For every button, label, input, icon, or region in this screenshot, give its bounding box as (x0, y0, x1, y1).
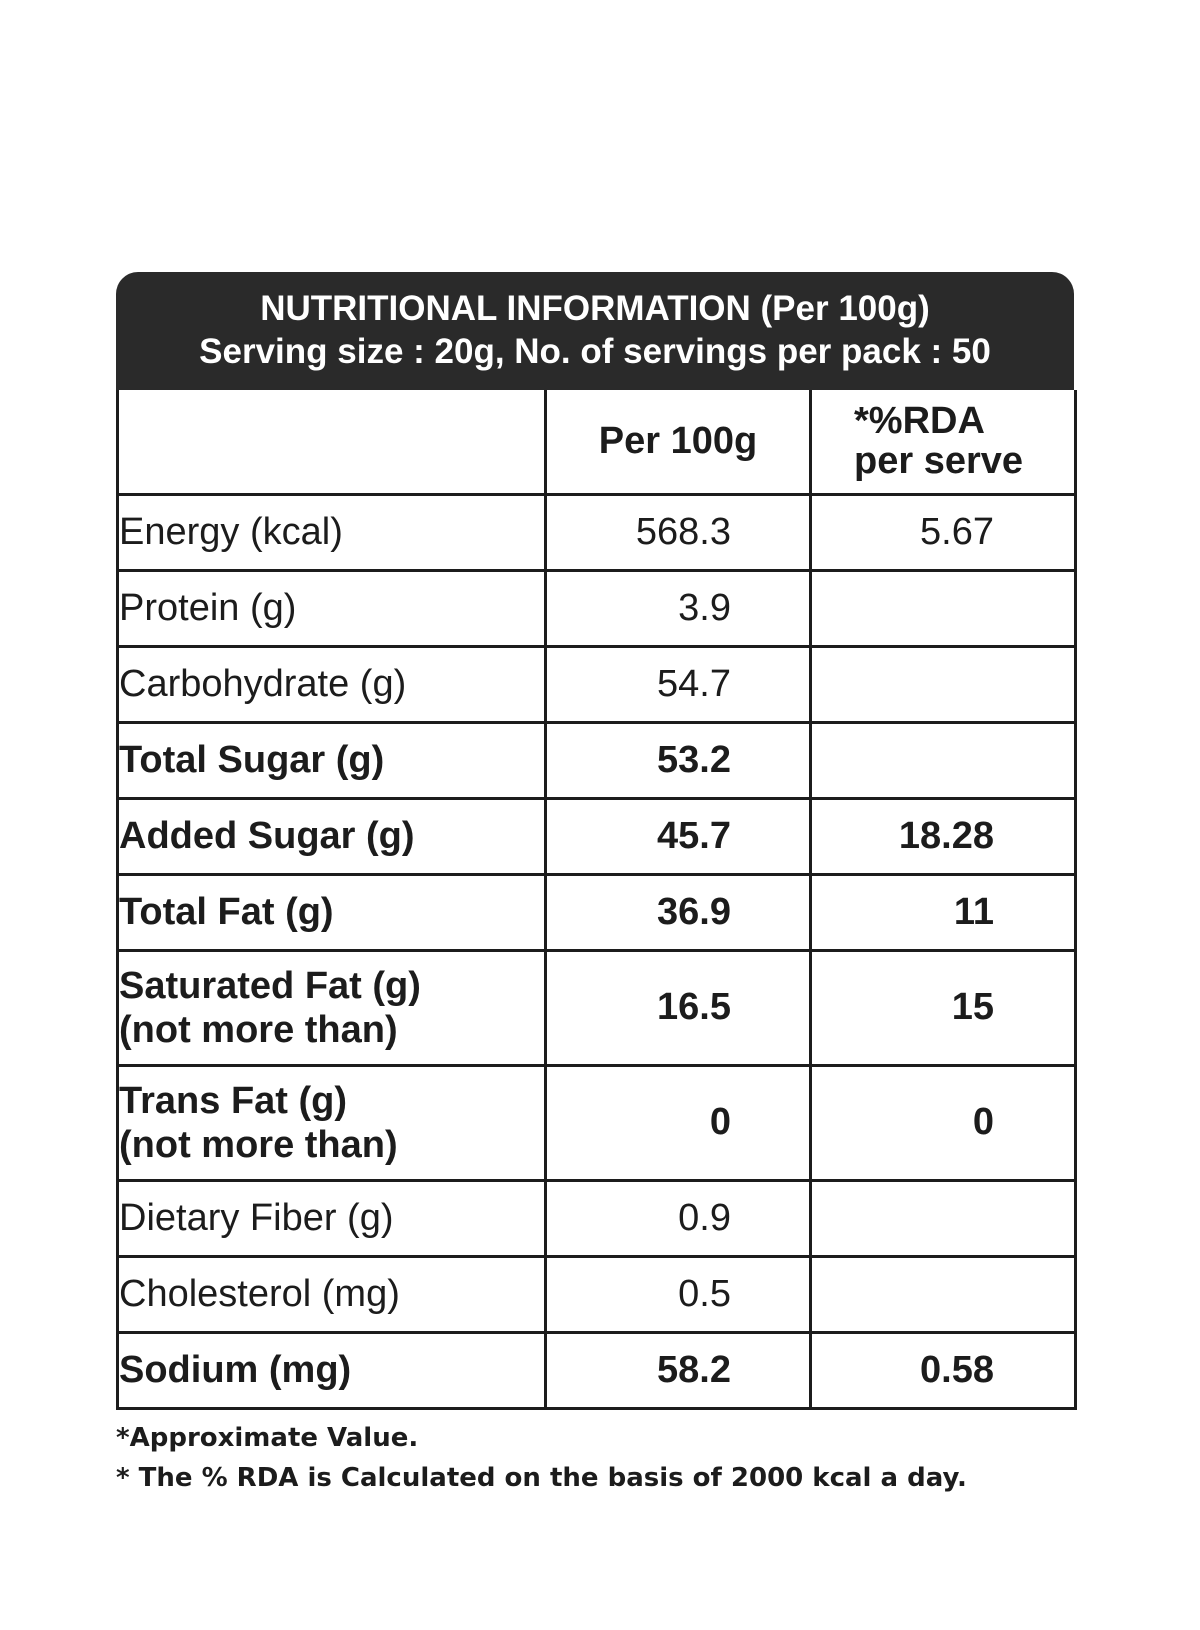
nutrient-label: Added Sugar (g) (116, 796, 547, 876)
footnote-approximate: *Approximate Value. (116, 1423, 419, 1453)
footnotes: *Approximate Value. * The % RDA is Calcu… (116, 1418, 967, 1498)
rda-value (809, 644, 1077, 724)
rda-value: 0.58 (809, 1330, 1077, 1410)
rda-header-line2: per serve (854, 440, 1024, 483)
per-100g-value: 0.9 (544, 1178, 812, 1258)
nutrient-label: Saturated Fat (g) (not more than) (116, 948, 547, 1067)
per-100g-value: 16.5 (544, 948, 812, 1067)
nutrient-label-line2: (not more than) (119, 1008, 398, 1051)
rda-value (809, 720, 1077, 800)
table-row: Sodium (mg) 58.2 0.58 (116, 1330, 1077, 1410)
table-row: Total Sugar (g) 53.2 (116, 720, 1077, 800)
per-100g-value: 0.5 (544, 1254, 812, 1334)
per-100g-value: 0 (544, 1063, 812, 1182)
table-row: Total Fat (g) 36.9 11 (116, 872, 1077, 952)
footnote-rda-basis: * The % RDA is Calculated on the basis o… (116, 1463, 967, 1493)
per-100g-column-header: Per 100g (544, 390, 812, 496)
rda-value (809, 1254, 1077, 1334)
per-100g-value: 53.2 (544, 720, 812, 800)
per-100g-value: 3.9 (544, 568, 812, 648)
table-row: Added Sugar (g) 45.7 18.28 (116, 796, 1077, 876)
per-100g-value: 54.7 (544, 644, 812, 724)
table-row: Protein (g) 3.9 (116, 568, 1077, 648)
table-row: Energy (kcal) 568.3 5.67 (116, 492, 1077, 572)
table-header-row: Per 100g *%RDA per serve (116, 390, 1077, 496)
rda-value (809, 568, 1077, 648)
nutrient-label-line2: (not more than) (119, 1123, 398, 1166)
rda-value: 18.28 (809, 796, 1077, 876)
table-row: Dietary Fiber (g) 0.9 (116, 1178, 1077, 1258)
nutrition-title: NUTRITIONAL INFORMATION (Per 100g) (260, 289, 930, 328)
rda-value: 5.67 (809, 492, 1077, 572)
serving-info: Serving size : 20g, No. of servings per … (199, 332, 991, 371)
nutrient-label: Energy (kcal) (116, 492, 547, 572)
nutrient-label: Dietary Fiber (g) (116, 1178, 547, 1258)
rda-value: 0 (809, 1063, 1077, 1182)
nutrient-label-line1: Trans Fat (g) (119, 1079, 348, 1122)
nutrient-label: Sodium (mg) (116, 1330, 547, 1410)
nutrient-column-header (116, 390, 547, 496)
nutrient-label-line1: Saturated Fat (g) (119, 964, 421, 1007)
table-row: Cholesterol (mg) 0.5 (116, 1254, 1077, 1334)
per-100g-value: 36.9 (544, 872, 812, 952)
nutrition-panel: NUTRITIONAL INFORMATION (Per 100g) Servi… (116, 272, 1077, 1410)
rda-value: 15 (809, 948, 1077, 1067)
nutrition-header: NUTRITIONAL INFORMATION (Per 100g) Servi… (116, 272, 1074, 390)
per-100g-value: 58.2 (544, 1330, 812, 1410)
nutrient-label: Protein (g) (116, 568, 547, 648)
nutrient-label: Total Fat (g) (116, 872, 547, 952)
table-row: Trans Fat (g) (not more than) 0 0 (116, 1063, 1077, 1182)
nutrition-table: Per 100g *%RDA per serve Energy (kcal) 5… (116, 390, 1077, 1410)
table-row: Saturated Fat (g) (not more than) 16.5 1… (116, 948, 1077, 1067)
rda-header-line1: *%RDA (854, 400, 985, 443)
rda-value: 11 (809, 872, 1077, 952)
rda-value (809, 1178, 1077, 1258)
per-100g-value: 568.3 (544, 492, 812, 572)
nutrient-label: Carbohydrate (g) (116, 644, 547, 724)
table-row: Carbohydrate (g) 54.7 (116, 644, 1077, 724)
nutrient-label: Trans Fat (g) (not more than) (116, 1063, 547, 1182)
nutrient-label: Total Sugar (g) (116, 720, 547, 800)
rda-column-header: *%RDA per serve (809, 390, 1077, 496)
nutrient-label: Cholesterol (mg) (116, 1254, 547, 1334)
per-100g-value: 45.7 (544, 796, 812, 876)
